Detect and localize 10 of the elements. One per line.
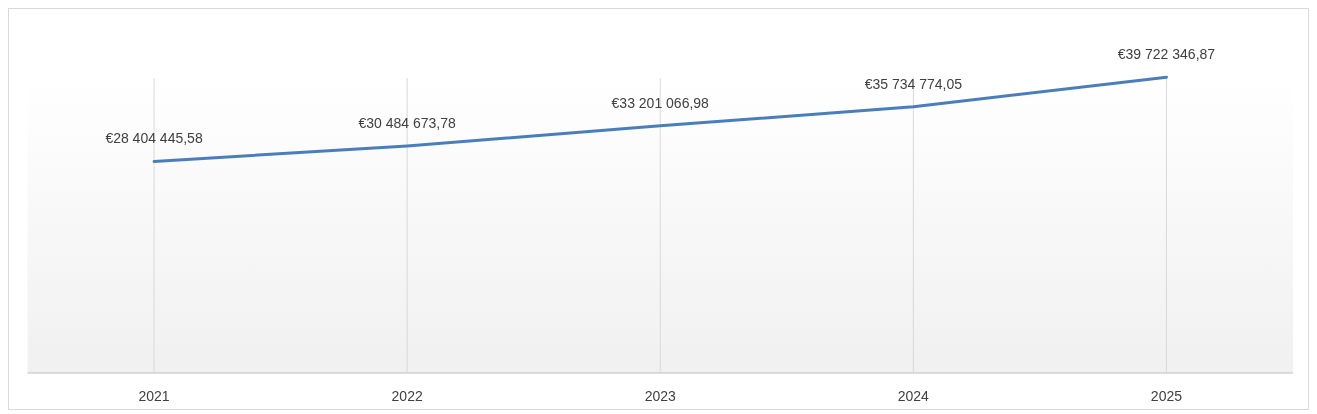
data-label: €30 484 673,78	[358, 114, 457, 131]
x-tick-label: 2022	[391, 388, 423, 404]
data-label: €39 722 346,87	[1117, 46, 1216, 63]
data-label: €33 201 066,98	[611, 94, 710, 111]
x-tick-label: 2023	[644, 388, 677, 404]
x-tick-label: 2024	[897, 388, 930, 404]
x-tick-label: 2021	[138, 388, 170, 404]
data-label: €28 404 445,58	[105, 130, 203, 147]
data-label: €35 734 774,05	[864, 75, 963, 92]
x-tick-label: 2025	[1150, 388, 1183, 404]
